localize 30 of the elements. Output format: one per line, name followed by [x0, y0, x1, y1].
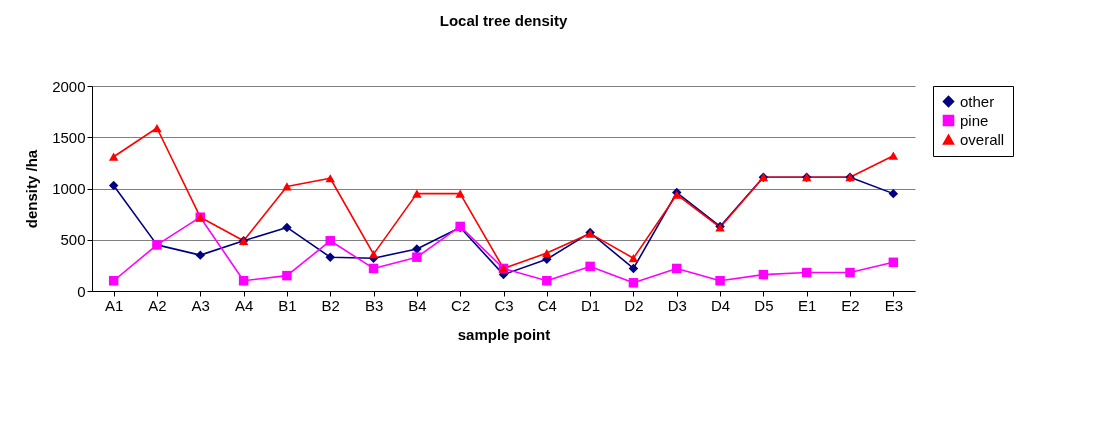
x-tick-label: D5 [754, 296, 774, 314]
chart-title: Local tree density [439, 12, 568, 29]
y-tick-label: 2000 [52, 77, 86, 95]
x-tick-label: E3 [884, 296, 904, 314]
x-tick-label: D3 [667, 296, 687, 314]
legend-label: other [960, 92, 995, 110]
legend-label: overall [960, 130, 1005, 148]
x-tick-label: E1 [798, 296, 817, 314]
x-tick-label: E2 [841, 296, 860, 314]
x-tick-label: A3 [191, 296, 210, 314]
y-tick-label: 500 [60, 231, 86, 249]
x-tick-label: B3 [364, 296, 384, 314]
y-axis-title: density /ha [23, 149, 41, 229]
legend-label: pine [960, 111, 989, 129]
x-tick-label: C3 [494, 296, 514, 314]
x-tick-label: A2 [148, 296, 167, 314]
x-tick-label: D2 [624, 296, 644, 314]
x-tick-label: A1 [104, 296, 124, 314]
y-tick-label: 0 [77, 282, 86, 300]
y-tick-label: 1000 [52, 180, 86, 197]
x-tick-label: B4 [408, 296, 427, 314]
x-tick-label: D4 [710, 296, 731, 314]
x-tick-label: A4 [234, 296, 254, 314]
x-tick-label: B1 [278, 296, 297, 314]
x-tick-label: C4 [537, 296, 557, 314]
x-tick-label: D1 [581, 296, 601, 314]
x-axis-title: sample point [457, 325, 551, 343]
x-tick-label: C2 [451, 296, 471, 314]
y-tick-label: 1500 [52, 128, 86, 146]
x-tick-label: B2 [321, 296, 340, 314]
